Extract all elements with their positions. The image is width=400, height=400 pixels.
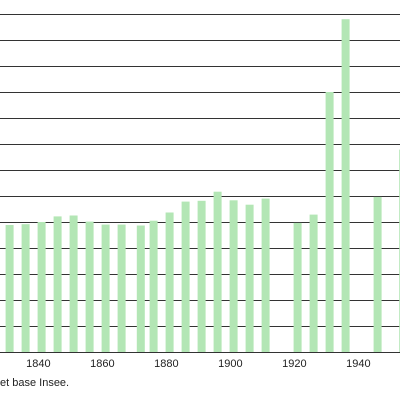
bar-1856: [85, 221, 94, 352]
bar-1881: [165, 212, 174, 352]
x-tick-label-1880: 1880: [154, 358, 178, 370]
bar-1906: [245, 204, 254, 352]
bar-1836: [21, 224, 30, 352]
x-tick-label-1920: 1920: [282, 358, 306, 370]
bar-1861: [101, 224, 110, 352]
bar-1936: [341, 19, 350, 352]
bar-1866: [117, 224, 126, 352]
bar-1841: [37, 222, 46, 352]
bar-1891: [197, 200, 206, 352]
bar-1831: [5, 225, 14, 352]
bar-1911: [261, 198, 270, 352]
x-tick-label-1900: 1900: [218, 358, 242, 370]
bar-1931: [325, 92, 334, 352]
bar-1851: [69, 215, 78, 352]
bar-1926: [309, 214, 318, 352]
source-note: et base Insee.: [0, 377, 70, 389]
x-axis-ticks: 1840 1860 1880 1900 1920 1940: [26, 358, 370, 370]
bar-1876: [149, 220, 158, 352]
bar-1921: [293, 222, 302, 352]
bar-1846: [53, 216, 62, 352]
x-tick-label-1940: 1940: [346, 358, 370, 370]
bar-1901: [229, 200, 238, 352]
bar-1946: [373, 196, 382, 352]
bar-1896: [213, 191, 222, 352]
bars: [5, 19, 400, 352]
x-tick-label-1860: 1860: [90, 358, 114, 370]
x-tick-label-1840: 1840: [26, 358, 50, 370]
bar-1872: [136, 225, 145, 352]
bar-1886: [181, 201, 190, 352]
